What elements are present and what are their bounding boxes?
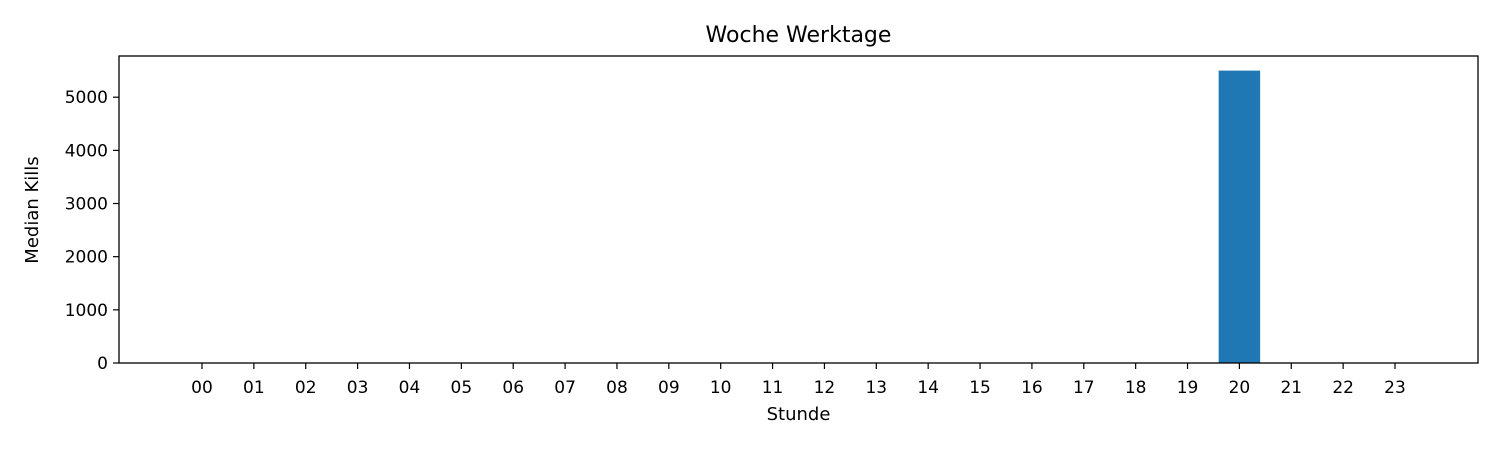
x-tick-label: 14 bbox=[917, 378, 939, 398]
x-tick-label: 23 bbox=[1384, 378, 1406, 398]
y-axis-label: Median Kills bbox=[22, 156, 43, 263]
x-tick-label: 10 bbox=[710, 378, 732, 398]
x-tick-label: 08 bbox=[606, 378, 628, 398]
x-tick-label: 18 bbox=[1125, 378, 1147, 398]
x-tick-label: 16 bbox=[1021, 378, 1043, 398]
x-tick-label: 07 bbox=[554, 378, 576, 398]
x-tick-label: 15 bbox=[969, 378, 991, 398]
x-tick-label: 22 bbox=[1332, 378, 1354, 398]
y-tick-label: 2000 bbox=[65, 248, 108, 268]
x-tick-label: 17 bbox=[1073, 378, 1095, 398]
y-tick-label: 4000 bbox=[65, 141, 108, 161]
chart-title: Woche Werktage bbox=[706, 23, 892, 48]
y-tick-label: 1000 bbox=[65, 301, 108, 321]
x-tick-label: 13 bbox=[865, 378, 887, 398]
bars-group bbox=[1218, 70, 1261, 363]
x-axis-label: Stunde bbox=[767, 404, 831, 425]
y-tick-label: 5000 bbox=[65, 88, 108, 108]
plot-area-frame bbox=[118, 55, 1479, 364]
x-tick-label: 04 bbox=[399, 378, 421, 398]
x-tick-label: 12 bbox=[814, 378, 836, 398]
x-axis-ticks: 00 01 02 03 04 05 06 07 08 09 10 11 12 13 14 15 16 17 18 19… bbox=[191, 363, 1406, 398]
x-tick-label: 06 bbox=[502, 378, 524, 398]
y-axis-ticks: 0 1000 2000 3000 4000 5000 bbox=[65, 88, 119, 374]
x-tick-label: 21 bbox=[1280, 378, 1302, 398]
x-tick-label: 09 bbox=[658, 378, 680, 398]
x-tick-label: 20 bbox=[1229, 378, 1251, 398]
x-tick-label: 02 bbox=[295, 378, 317, 398]
y-tick-label: 3000 bbox=[65, 195, 108, 215]
x-tick-label: 01 bbox=[243, 378, 265, 398]
y-tick-label: 0 bbox=[97, 354, 108, 374]
x-tick-label: 03 bbox=[347, 378, 369, 398]
bar-20 bbox=[1218, 70, 1261, 363]
x-tick-label: 00 bbox=[191, 378, 213, 398]
x-tick-label: 05 bbox=[451, 378, 473, 398]
x-tick-label: 11 bbox=[762, 378, 784, 398]
x-tick-label: 19 bbox=[1177, 378, 1199, 398]
